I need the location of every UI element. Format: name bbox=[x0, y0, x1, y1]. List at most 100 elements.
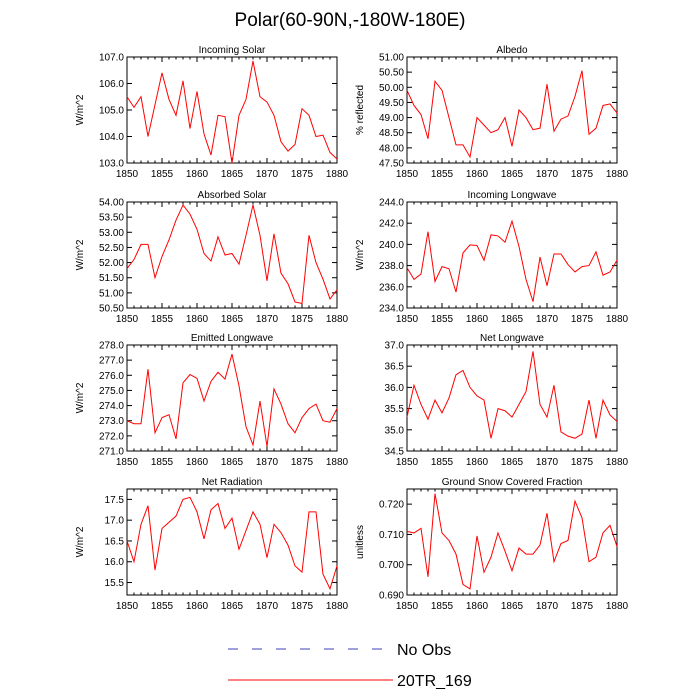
plot-frame bbox=[406, 201, 618, 309]
x-tick-label: 1870 bbox=[256, 314, 279, 325]
panel-absorbed-solar: Absorbed Solar 1850 1855 1860 1865 1870 1875 18… bbox=[75, 190, 349, 325]
y-tick-label: 50.50 bbox=[379, 68, 404, 79]
plot-frame bbox=[126, 344, 338, 452]
y-tick-label: 50.00 bbox=[379, 83, 404, 94]
y-tick-label: 274.0 bbox=[99, 401, 124, 412]
panel-net-radiation: Net Radiation 1850 1855 1860 1865 1870 1875 188… bbox=[75, 477, 349, 612]
y-tick-label: 276.0 bbox=[99, 371, 124, 382]
series-line-20tr-169 bbox=[406, 70, 618, 159]
y-axis-label: W/m^2 bbox=[75, 239, 86, 270]
panel-incoming-longwave: Incoming Longwave 1850 1855 1860 1865 1870 187… bbox=[355, 190, 629, 325]
x-tick-label: 1850 bbox=[396, 601, 419, 612]
y-axis-label: W/m^2 bbox=[75, 94, 86, 125]
x-tick-label: 1875 bbox=[571, 457, 594, 468]
panel-incoming-solar: Incoming Solar 1850 1855 1860 1865 1870 1875 18… bbox=[75, 45, 349, 180]
y-tick-label: 48.50 bbox=[379, 128, 404, 139]
x-tick-label: 1850 bbox=[116, 169, 139, 180]
plot-frame bbox=[126, 56, 338, 164]
x-tick-label: 1855 bbox=[431, 169, 454, 180]
x-tick-label: 1870 bbox=[536, 457, 559, 468]
y-tick-label: 104.0 bbox=[99, 132, 124, 143]
y-tick-label: 35.5 bbox=[385, 404, 405, 415]
y-tick-label: 275.0 bbox=[99, 386, 124, 397]
y-axis-label: W/m^2 bbox=[355, 239, 366, 270]
y-tick-label: 105.0 bbox=[99, 106, 124, 117]
x-tick-label: 1860 bbox=[466, 314, 489, 325]
y-tick-label: 240.0 bbox=[379, 240, 404, 251]
x-tick-label: 1865 bbox=[221, 601, 244, 612]
y-tick-label: 234.0 bbox=[379, 304, 404, 315]
y-tick-label: 52.50 bbox=[99, 243, 124, 254]
y-tick-label: 238.0 bbox=[379, 261, 404, 272]
x-tick-label: 1850 bbox=[396, 457, 419, 468]
legend: No Obs 20TR_169 bbox=[228, 642, 472, 690]
y-tick-label: 15.5 bbox=[105, 578, 125, 589]
x-tick-label: 1880 bbox=[606, 169, 629, 180]
panel-ground-snow-covered-fraction: Ground Snow Covered Fraction 1850 1855 1860… bbox=[355, 477, 629, 612]
panel-title: Net Radiation bbox=[202, 477, 263, 488]
y-tick-label: 0.690 bbox=[379, 591, 404, 602]
y-tick-label: 103.0 bbox=[99, 159, 124, 170]
legend-label-20tr-169: 20TR_169 bbox=[397, 673, 472, 690]
y-tick-label: 51.00 bbox=[379, 53, 404, 64]
x-tick-label: 1870 bbox=[536, 169, 559, 180]
x-tick-label: 1875 bbox=[291, 169, 314, 180]
plot-frame bbox=[406, 56, 618, 164]
panel-title: Albedo bbox=[496, 45, 528, 56]
x-tick-label: 1855 bbox=[431, 457, 454, 468]
y-tick-label: 271.0 bbox=[99, 447, 124, 458]
plot-frame bbox=[406, 344, 618, 452]
x-tick-label: 1855 bbox=[431, 314, 454, 325]
x-tick-label: 1860 bbox=[466, 601, 489, 612]
x-tick-label: 1875 bbox=[571, 601, 594, 612]
x-tick-label: 1880 bbox=[606, 314, 629, 325]
y-tick-label: 236.0 bbox=[379, 282, 404, 293]
y-axis-label: unitless bbox=[355, 525, 366, 559]
legend-label-no-obs: No Obs bbox=[397, 642, 451, 659]
y-tick-label: 36.5 bbox=[385, 362, 405, 373]
y-tick-label: 48.00 bbox=[379, 143, 404, 154]
y-tick-label: 17.5 bbox=[105, 495, 125, 506]
x-tick-label: 1880 bbox=[606, 601, 629, 612]
y-tick-label: 107.0 bbox=[99, 53, 124, 64]
y-tick-label: 106.0 bbox=[99, 79, 124, 90]
y-tick-label: 49.50 bbox=[379, 98, 404, 109]
y-tick-label: 37.0 bbox=[385, 341, 405, 352]
x-tick-label: 1870 bbox=[256, 169, 279, 180]
x-tick-label: 1875 bbox=[291, 457, 314, 468]
figure-title: Polar(60-90N,-180W-180E) bbox=[235, 10, 466, 31]
y-tick-label: 50.50 bbox=[99, 304, 124, 315]
x-tick-label: 1865 bbox=[501, 314, 524, 325]
x-tick-label: 1860 bbox=[466, 457, 489, 468]
y-tick-label: 244.0 bbox=[379, 198, 404, 209]
x-tick-label: 1860 bbox=[186, 314, 209, 325]
x-tick-label: 1850 bbox=[116, 601, 139, 612]
y-tick-label: 49.00 bbox=[379, 113, 404, 124]
y-tick-label: 277.0 bbox=[99, 356, 124, 367]
x-tick-label: 1870 bbox=[256, 601, 279, 612]
y-tick-label: 278.0 bbox=[99, 341, 124, 352]
y-tick-label: 16.0 bbox=[105, 557, 125, 568]
x-tick-label: 1865 bbox=[501, 457, 524, 468]
x-tick-label: 1880 bbox=[326, 314, 349, 325]
y-tick-label: 53.50 bbox=[99, 213, 124, 224]
y-tick-label: 51.00 bbox=[99, 288, 124, 299]
panel-emitted-longwave: Emitted Longwave 1850 1855 1860 1865 1870 1875… bbox=[75, 333, 349, 468]
y-tick-label: 51.50 bbox=[99, 273, 124, 284]
series-line-20tr-169 bbox=[406, 493, 618, 590]
y-tick-label: 272.0 bbox=[99, 431, 124, 442]
panel-title: Incoming Solar bbox=[199, 45, 266, 56]
series-line-20tr-169 bbox=[126, 60, 338, 164]
y-tick-label: 0.710 bbox=[379, 530, 404, 541]
x-tick-label: 1855 bbox=[151, 314, 174, 325]
x-tick-label: 1875 bbox=[291, 601, 314, 612]
x-tick-label: 1860 bbox=[186, 601, 209, 612]
x-tick-label: 1870 bbox=[536, 601, 559, 612]
x-tick-label: 1865 bbox=[501, 601, 524, 612]
series-line-20tr-169 bbox=[126, 204, 338, 305]
x-tick-label: 1850 bbox=[396, 314, 419, 325]
x-tick-label: 1880 bbox=[606, 457, 629, 468]
x-tick-label: 1865 bbox=[221, 314, 244, 325]
x-tick-label: 1880 bbox=[326, 169, 349, 180]
